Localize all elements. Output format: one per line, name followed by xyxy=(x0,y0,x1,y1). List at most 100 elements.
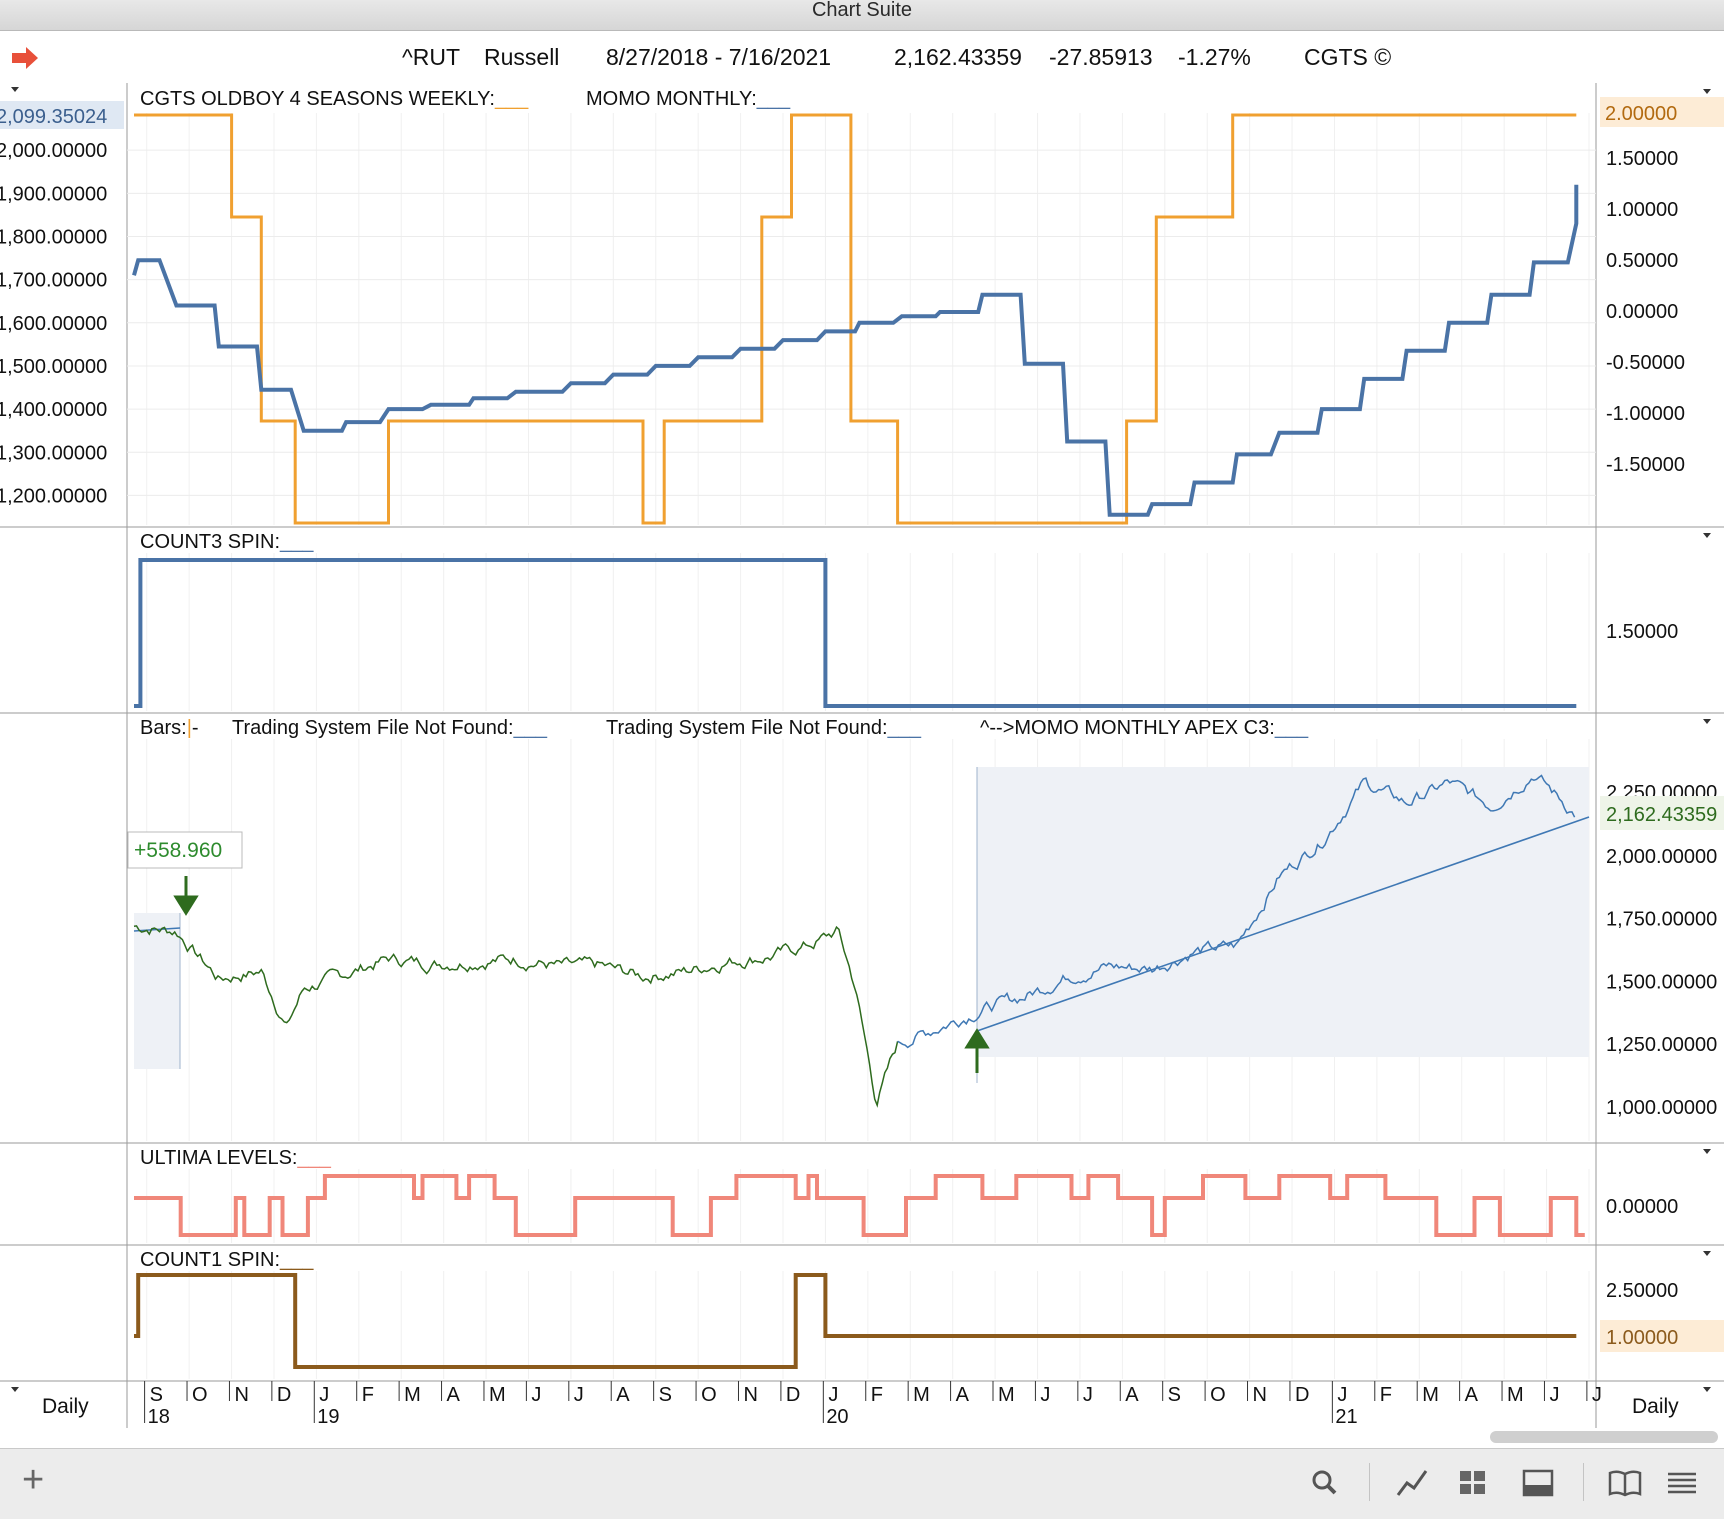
month-label: J xyxy=(1549,1384,1559,1406)
chevron-down-icon xyxy=(1703,1387,1711,1392)
month-label: D xyxy=(1295,1384,1309,1406)
buy-arrow-icon xyxy=(964,1028,990,1073)
left-axis-label: 1,600.00000 xyxy=(0,313,107,335)
horizontal-scrollbar-thumb[interactable] xyxy=(1490,1431,1718,1443)
right-axis-label: 0.00000 xyxy=(1606,301,1678,323)
quote-header: ^RUT Russell 8/27/2018 - 7/16/2021 2,162… xyxy=(0,31,1724,84)
svg-text:COUNT3 SPIN:___: COUNT3 SPIN:___ xyxy=(140,531,314,553)
apex-zone-left xyxy=(134,913,180,1069)
svg-text:Trading System File Not Found:: Trading System File Not Found:___ xyxy=(232,717,548,739)
legend-trading-1: Trading System File Not Found xyxy=(232,717,508,739)
left-axis-label: 1,800.00000 xyxy=(0,226,107,248)
month-label: N xyxy=(234,1384,248,1406)
pane-price[interactable]: Bars:|- Trading System File Not Found:__… xyxy=(127,717,1724,1119)
window-title: Chart Suite xyxy=(811,0,913,21)
pane-count3[interactable]: COUNT3 SPIN:___ 1.50000 xyxy=(134,531,1678,708)
grid-layout-icon[interactable] xyxy=(1453,1463,1493,1503)
price-line-blue xyxy=(897,774,1576,1049)
left-axis-label: 1,200.00000 xyxy=(0,485,107,507)
pane-count1[interactable]: COUNT1 SPIN:___ 2.50000 1.00000 xyxy=(134,1249,1724,1369)
left-axis-label: 2,000.00000 xyxy=(0,140,107,162)
legend-count1: COUNT1 SPIN xyxy=(140,1249,274,1271)
month-label: M xyxy=(998,1384,1015,1406)
svg-text:Trading System File Not Found:: Trading System File Not Found:___ xyxy=(606,717,922,739)
right-highlight-value: 2.00000 xyxy=(1605,103,1677,125)
left-axis-label: 1,700.00000 xyxy=(0,270,107,292)
month-label: J xyxy=(1337,1384,1347,1406)
month-label: F xyxy=(871,1384,883,1406)
left-axis-labels: 2,000.00000 1,900.00000 1,800.00000 1,700.0… xyxy=(0,140,107,507)
svg-text:^-->MOMO MONTHLY APEX C3:___: ^-->MOMO MONTHLY APEX C3:___ xyxy=(980,717,1309,739)
apex-zone xyxy=(977,767,1589,1057)
month-label: D xyxy=(786,1384,800,1406)
price-line-green xyxy=(133,925,899,1108)
horizontal-scroll-track[interactable] xyxy=(0,1428,1724,1448)
left-axis-label: 1,900.00000 xyxy=(0,183,107,205)
line-chart-icon[interactable] xyxy=(1392,1463,1432,1503)
period-left[interactable]: Daily xyxy=(42,1395,89,1418)
month-label: J xyxy=(531,1384,541,1406)
svg-text:CGTS OLDBOY 4 SEASONS WEEKLY:_: CGTS OLDBOY 4 SEASONS WEEKLY:___ xyxy=(140,88,529,110)
price-axis-label: 2,000.00000 xyxy=(1606,846,1717,868)
price-axis-label: 1,500.00000 xyxy=(1606,971,1717,993)
month-label: M xyxy=(1507,1384,1524,1406)
month-label: M xyxy=(404,1384,421,1406)
left-value-box xyxy=(0,101,124,129)
month-label: O xyxy=(1210,1384,1226,1406)
chevron-down-icon xyxy=(11,1387,19,1392)
pane-menu-icons[interactable] xyxy=(11,87,1711,1392)
month-label: A xyxy=(616,1384,630,1406)
panel-layout-icon[interactable] xyxy=(1518,1463,1558,1503)
month-label: F xyxy=(362,1384,374,1406)
year-label: 18 xyxy=(148,1406,170,1428)
legend-momo: MOMO MONTHLY xyxy=(586,88,752,110)
chevron-down-icon xyxy=(11,87,19,92)
chevron-down-icon xyxy=(1703,533,1711,538)
right-axis-labels: 1.50000 1.00000 0.50000 0.00000 -0.50000 -1.0… xyxy=(1606,148,1685,476)
ultima-axis-label: 0.00000 xyxy=(1606,1196,1678,1218)
price-highlight-value: 2,162.43359 xyxy=(1606,804,1717,826)
book-icon[interactable] xyxy=(1605,1463,1645,1503)
chevron-down-icon xyxy=(1703,719,1711,724)
month-label: M xyxy=(913,1384,930,1406)
brand-label: CGTS © xyxy=(1304,44,1392,70)
trade-profit-label: +558.960 xyxy=(134,839,222,862)
search-icon[interactable] xyxy=(1305,1463,1345,1503)
right-axis-label: 1.00000 xyxy=(1606,199,1678,221)
last-price: 2,162.43359 xyxy=(894,44,1022,70)
menu-icon[interactable] xyxy=(1662,1463,1702,1503)
price-axis-label: 1,000.00000 xyxy=(1606,1097,1717,1119)
left-axis-label: 1,400.00000 xyxy=(0,399,107,421)
chevron-down-icon xyxy=(1703,1149,1711,1154)
count1-highlight-value: 1.00000 xyxy=(1606,1327,1678,1349)
price-value-box xyxy=(1600,796,1724,830)
add-button[interactable]: + xyxy=(22,1459,45,1501)
pane-oldboy[interactable]: CGTS OLDBOY 4 SEASONS WEEKLY:___ MOMO MO… xyxy=(0,88,1724,525)
chart-area[interactable]: CGTS OLDBOY 4 SEASONS WEEKLY:___ MOMO MO… xyxy=(0,83,1724,1428)
count1-axis-label: 2.50000 xyxy=(1606,1280,1678,1302)
month-label: A xyxy=(956,1384,970,1406)
month-label: N xyxy=(743,1384,757,1406)
year-label: 20 xyxy=(826,1406,848,1428)
year-label: 21 xyxy=(1335,1406,1357,1428)
legend-trading-2: Trading System File Not Found xyxy=(606,717,882,739)
right-value-box xyxy=(1600,97,1724,127)
momo-monthly-line xyxy=(134,113,1577,525)
month-label: A xyxy=(1465,1384,1479,1406)
grid-lines xyxy=(127,113,1596,1379)
price-change-pct: -1.27% xyxy=(1178,44,1251,70)
regression-line xyxy=(976,816,1590,1032)
chevron-down-icon xyxy=(1703,1251,1711,1256)
right-axis-label: -0.50000 xyxy=(1606,352,1685,374)
legend-apex: ^-->MOMO MONTHLY APEX C3 xyxy=(980,717,1269,739)
month-label: O xyxy=(701,1384,717,1406)
arrow-right-icon[interactable] xyxy=(10,45,40,71)
month-label: D xyxy=(277,1384,291,1406)
pane-ultima[interactable]: ULTIMA LEVELS:___ 0.00000 xyxy=(134,1147,1678,1237)
time-axis[interactable]: S O N D J F M A M J J A S O N D J F M A M J J A S O N D J F M A M J J 18 19 2… xyxy=(144,1381,1602,1428)
month-label: F xyxy=(1380,1384,1392,1406)
month-label: A xyxy=(447,1384,461,1406)
period-right[interactable]: Daily xyxy=(1632,1395,1679,1418)
count1-line xyxy=(134,1273,1577,1369)
left-axis-label: 1,500.00000 xyxy=(0,356,107,378)
